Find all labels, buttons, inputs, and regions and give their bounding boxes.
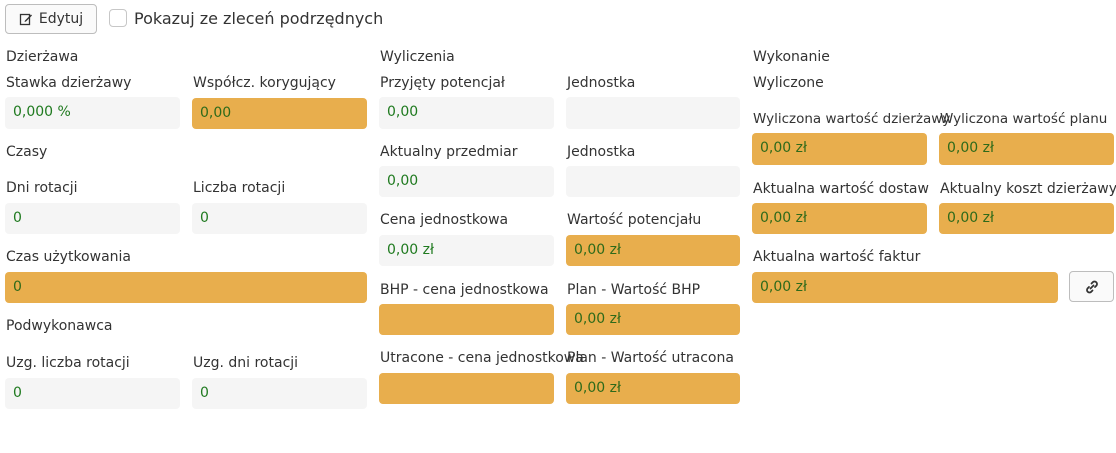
uzg-liczba-rotacji-value: 0 [5, 378, 180, 409]
plan-utracona-label: Plan - Wartość utracona [567, 350, 734, 366]
section-dzierzawa: Dzierżawa [6, 49, 79, 65]
aktualny-koszt-value: 0,00 zł [939, 203, 1114, 234]
edit-button-label: Edytuj [38, 11, 84, 27]
czas-uzytkowania-label: Czas użytkowania [6, 249, 131, 265]
dni-rotacji-label: Dni rotacji [6, 180, 78, 196]
wartosc-potencjalu-value: 0,00 zł [566, 235, 740, 266]
plan-bhp-value: 0,00 zł [566, 304, 740, 335]
aktualna-faktur-label: Aktualna wartość faktur [753, 249, 921, 265]
section-wyliczone: Wyliczone [753, 75, 824, 91]
aktualna-dostaw-label: Aktualna wartość dostaw [753, 181, 929, 197]
plan-utracona-value: 0,00 zł [566, 373, 740, 404]
liczba-rotacji-label: Liczba rotacji [193, 180, 286, 196]
uzg-dni-rotacji-value: 0 [192, 378, 367, 409]
cena-jednostkowa-value: 0,00 zł [379, 235, 554, 266]
section-wykonanie: Wykonanie [753, 49, 830, 65]
bhp-cena-label: BHP - cena jednostkowa [380, 282, 549, 298]
section-czasy: Czasy [6, 144, 48, 160]
czas-uzytkowania-value: 0 [5, 272, 367, 303]
jednostka-value-2 [566, 166, 740, 197]
stawka-value: 0,000 % [5, 97, 180, 129]
utracone-cena-label: Utracone - cena jednostkowa [380, 350, 584, 366]
subtasks-checkbox[interactable] [109, 9, 127, 27]
uzg-dni-rotacji-label: Uzg. dni rotacji [193, 355, 299, 371]
wyliczona-dzierzawy-value: 0,00 zł [752, 133, 927, 165]
wyliczona-dzierzawy-label: Wyliczona wartość dzierżawy [753, 111, 951, 127]
link-icon [1084, 279, 1100, 295]
plan-bhp-label: Plan - Wartość BHP [567, 282, 701, 298]
liczba-rotacji-value: 0 [192, 203, 367, 234]
dni-rotacji-value: 0 [5, 203, 180, 234]
jednostka-label-1: Jednostka [567, 75, 636, 91]
uzg-liczba-rotacji-label: Uzg. liczba rotacji [6, 355, 130, 371]
aktualna-dostaw-value: 0,00 zł [752, 203, 927, 234]
przyjety-potencjal-label: Przyjęty potencjał [380, 75, 505, 91]
aktualny-przedmiar-label: Aktualny przedmiar [380, 144, 518, 160]
aktualna-faktur-value: 0,00 zł [752, 272, 1058, 303]
wartosc-potencjalu-label: Wartość potencjału [567, 212, 702, 228]
link-button[interactable] [1069, 271, 1114, 302]
aktualny-koszt-label: Aktualny koszt dzierżawy [940, 181, 1116, 197]
jednostka-value-1 [566, 97, 740, 129]
aktualny-przedmiar-value: 0,00 [379, 166, 554, 197]
bhp-cena-value [379, 304, 554, 335]
jednostka-label-2: Jednostka [567, 144, 636, 160]
subtasks-checkbox-label[interactable]: Pokazuj ze zleceń podrzędnych [134, 9, 384, 28]
wyliczona-planu-label: Wyliczona wartość planu [940, 111, 1108, 127]
edit-icon [19, 12, 33, 26]
cena-jednostkowa-label: Cena jednostkowa [380, 212, 509, 228]
wyliczona-planu-value: 0,00 zł [939, 133, 1114, 165]
wspolcz-label: Współcz. korygujący [193, 75, 336, 91]
utracone-cena-value [379, 373, 554, 404]
section-podwykonawca: Podwykonawca [6, 318, 113, 334]
przyjety-potencjal-value: 0,00 [379, 97, 554, 129]
edit-button[interactable]: Edytuj [5, 4, 97, 34]
wspolcz-value: 0,00 [192, 98, 367, 129]
section-wyliczenia: Wyliczenia [380, 49, 455, 65]
stawka-label: Stawka dzierżawy [6, 75, 132, 91]
